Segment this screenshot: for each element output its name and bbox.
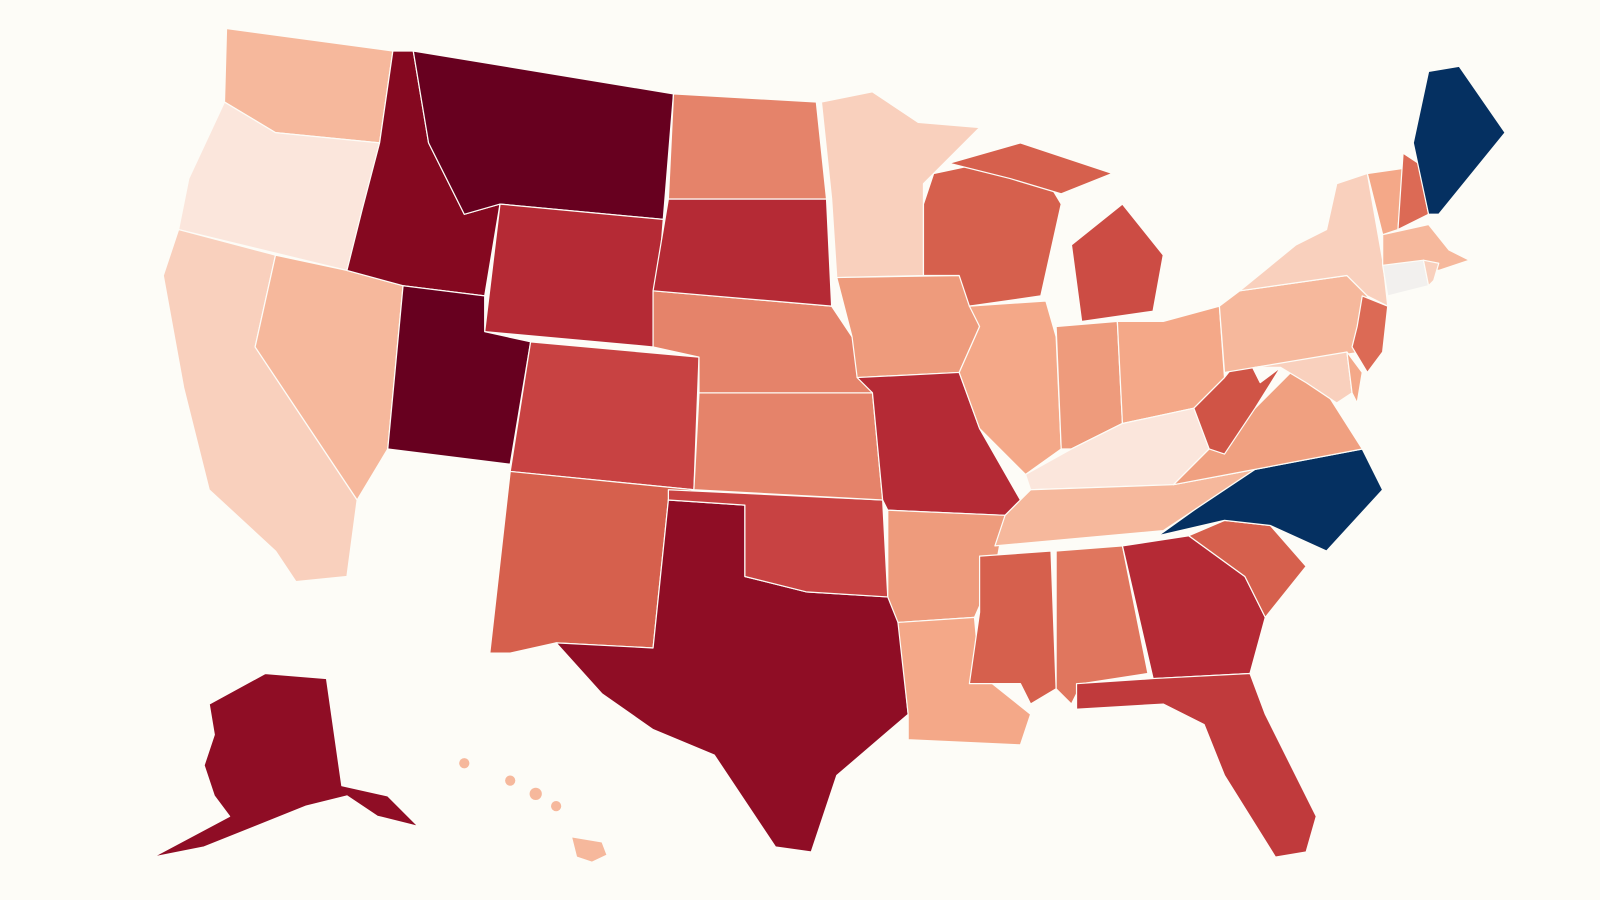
state-nc: [1157, 448, 1384, 552]
state-mi-lp: [1070, 203, 1164, 323]
state-ok: [667, 489, 889, 598]
state-ks: [693, 392, 884, 501]
state-mn: [820, 91, 981, 279]
state-hi-island: [551, 801, 562, 812]
state-nd: [667, 93, 828, 200]
state-de: [1346, 351, 1363, 404]
state-ak: [152, 672, 419, 858]
state-ms: [968, 550, 1057, 705]
state-co: [509, 341, 700, 491]
state-sd: [652, 198, 833, 307]
state-wy: [484, 203, 664, 348]
state-hi-island: [529, 787, 542, 800]
state-me: [1412, 65, 1506, 215]
state-mi-up: [948, 142, 1113, 195]
state-ia: [836, 274, 981, 379]
state-ne: [652, 290, 874, 394]
state-hi-island: [505, 775, 516, 786]
state-la: [897, 616, 1032, 746]
state-hi-island: [459, 758, 470, 769]
state-ny: [1239, 172, 1389, 307]
state-hi: [570, 836, 608, 863]
state-fl: [1075, 672, 1317, 858]
state-nj: [1351, 295, 1389, 374]
state-ri: [1422, 259, 1440, 287]
state-ct: [1382, 259, 1430, 297]
